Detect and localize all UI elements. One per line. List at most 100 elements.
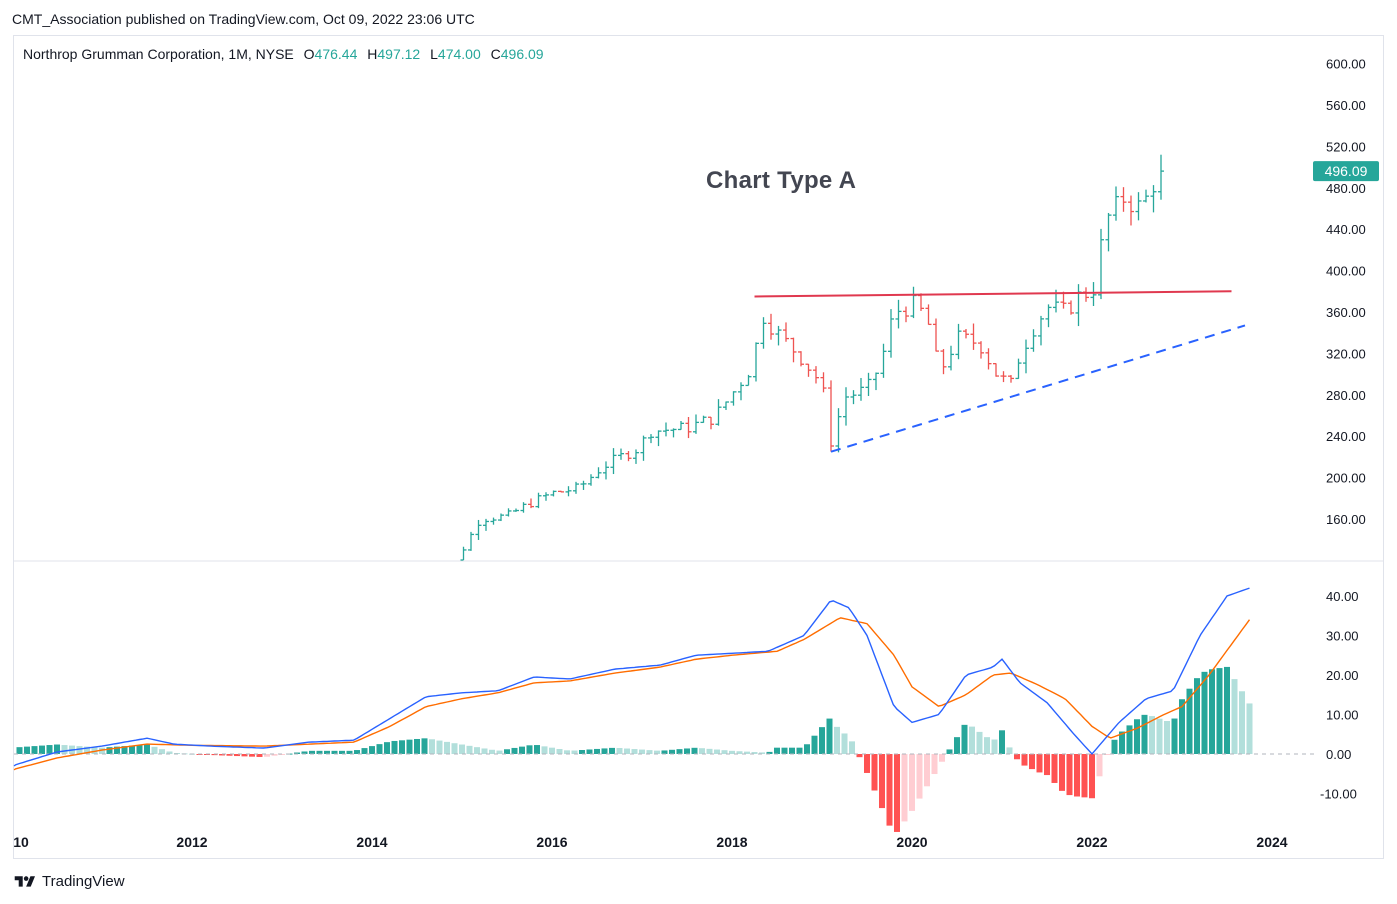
histogram-bar xyxy=(879,754,885,809)
histogram-bar xyxy=(1141,714,1148,754)
histogram-bar xyxy=(249,754,255,757)
histogram-bar xyxy=(226,754,233,756)
histogram-bar xyxy=(219,754,225,756)
histogram-bar xyxy=(369,746,375,754)
histogram-bar xyxy=(84,746,90,754)
ohlc-bar xyxy=(528,498,534,509)
ohlc-bar xyxy=(618,448,624,460)
histogram-bar xyxy=(384,742,390,754)
ohlc-bar xyxy=(903,306,909,323)
histogram-bar xyxy=(481,748,488,754)
histogram-bar xyxy=(1186,688,1193,754)
histogram-bar xyxy=(1209,669,1215,754)
ohlc-bar xyxy=(835,408,842,453)
macd-axis[interactable]: -10.00 0.00 10.00 20.00 30.00 40.00 xyxy=(1320,589,1359,802)
ohlc-bar xyxy=(753,342,759,382)
ohlc-bar xyxy=(1015,358,1022,380)
tradingview-logo[interactable]: TradingView xyxy=(12,873,125,890)
histogram-bar xyxy=(639,749,645,754)
histogram-bar xyxy=(549,747,555,754)
ohlc-bar xyxy=(595,467,602,479)
histogram-bar xyxy=(346,750,353,754)
ohlc-bar xyxy=(483,518,489,531)
histogram-bar xyxy=(429,739,435,754)
ohlc-bar xyxy=(1128,195,1134,226)
histogram-bar xyxy=(331,750,338,754)
histogram-bar xyxy=(1171,718,1178,754)
histogram-bar xyxy=(654,750,660,754)
histogram-bar xyxy=(811,735,818,754)
histogram-bar xyxy=(339,750,345,754)
histogram-bar xyxy=(834,726,840,754)
histogram-bar xyxy=(1239,691,1245,754)
ohlc-bar xyxy=(738,382,744,401)
histogram-bar xyxy=(414,738,420,754)
histogram-bar xyxy=(264,754,270,757)
high-label: H xyxy=(367,46,378,62)
date-axis[interactable]: 10 2012 2014 2016 2018 2020 2022 2024 xyxy=(13,834,1288,850)
ohlc-bar xyxy=(985,348,992,370)
histogram-bar xyxy=(714,749,720,754)
histogram-bar xyxy=(444,741,450,754)
histogram-bar xyxy=(489,749,495,754)
histogram-bar xyxy=(819,727,825,754)
histogram-bar xyxy=(924,754,930,787)
histogram-bar xyxy=(1021,754,1028,766)
date-tick-label: 2016 xyxy=(536,834,567,850)
ohlc-bar xyxy=(1098,228,1104,300)
histogram-bar xyxy=(781,747,788,754)
histogram-bar xyxy=(571,750,578,754)
histogram-bar xyxy=(1081,754,1088,798)
ohlc-bar xyxy=(535,492,542,509)
histogram-bar xyxy=(759,752,765,754)
histogram-bar xyxy=(309,750,315,754)
open-label: O xyxy=(303,46,315,62)
ohlc-bar xyxy=(865,372,872,396)
histogram-bar xyxy=(421,738,428,754)
date-tick-label: 2018 xyxy=(716,834,747,850)
histogram-bar xyxy=(1216,668,1223,754)
histogram-bar xyxy=(1014,754,1020,760)
ohlc-bar xyxy=(625,451,632,462)
histogram-bar xyxy=(91,747,98,754)
ohlc-bar xyxy=(460,546,467,561)
price-axis[interactable]: 160.00 200.00 240.00 280.00 320.00 360.00 400.… xyxy=(1326,57,1366,527)
histogram-bar xyxy=(744,751,750,754)
histogram-bar xyxy=(646,750,653,754)
trendlines[interactable] xyxy=(754,290,1246,453)
histogram-bar xyxy=(406,739,413,754)
date-tick-label: 2012 xyxy=(176,834,207,850)
histogram-bar xyxy=(976,731,983,754)
ohlc-bar xyxy=(708,416,714,430)
ohlc-bar xyxy=(678,420,684,431)
ohlc-bar xyxy=(970,323,977,350)
histogram-bar xyxy=(609,747,615,754)
histogram-bar xyxy=(901,754,908,822)
histogram-bar xyxy=(324,750,330,754)
histogram-bar xyxy=(1156,718,1163,754)
ohlc-bar xyxy=(1023,339,1029,374)
histogram-bar xyxy=(1201,671,1208,754)
histogram-bar xyxy=(451,743,458,754)
histogram-bar xyxy=(789,747,795,754)
histogram-bar xyxy=(316,750,323,754)
ohlc-bar xyxy=(715,399,722,426)
histogram-bar xyxy=(1036,754,1043,773)
ohlc-bar xyxy=(513,508,519,512)
price-tick-label: 360.00 xyxy=(1326,305,1366,320)
macd-histogram xyxy=(16,666,1253,832)
ohlc-bar xyxy=(468,531,474,551)
macd-tick-label: 30.00 xyxy=(1326,629,1359,644)
ohlc-bar xyxy=(940,349,947,375)
ohlc-bar xyxy=(775,325,782,346)
ohlc-bar xyxy=(633,449,639,464)
histogram-bar xyxy=(144,744,150,754)
histogram-bar xyxy=(616,747,623,754)
support-trendline[interactable] xyxy=(830,324,1246,453)
date-tick-label: 2022 xyxy=(1076,834,1107,850)
histogram-bar xyxy=(1164,720,1170,754)
resistance-line[interactable] xyxy=(754,290,1232,298)
histogram-bar xyxy=(631,749,638,754)
ohlc-bar xyxy=(850,390,857,405)
